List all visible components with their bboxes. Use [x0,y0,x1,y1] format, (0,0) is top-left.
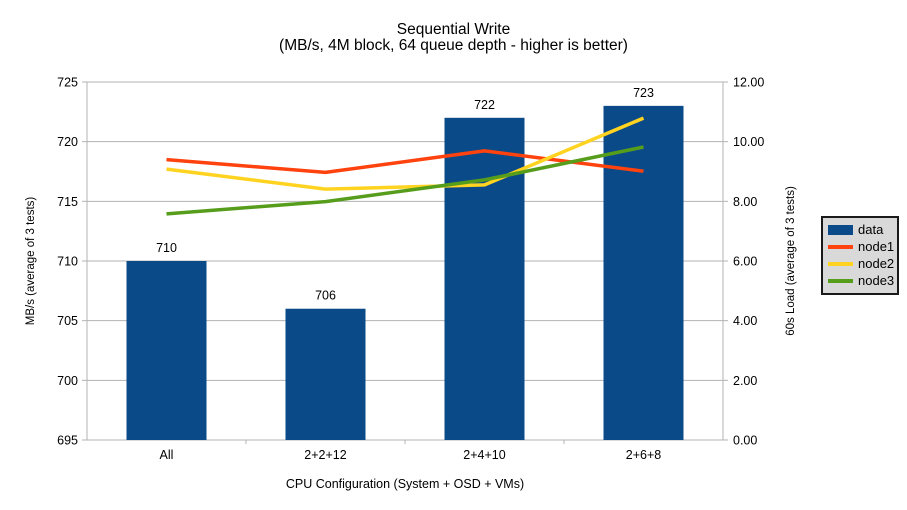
legend-label: node3 [858,273,895,288]
right-axis-tick-label: 4.00 [733,314,757,328]
bar-2+2+12 [285,308,366,440]
legend-item-data: data [828,223,892,237]
x-axis-category-label: 2+2+12 [304,448,346,462]
line-node2 [166,116,645,191]
bar-All [126,261,207,440]
left-axis-tick-label: 705 [57,314,78,328]
x-axis-category-label: 2+6+8 [626,448,662,462]
line-node1 [166,149,644,175]
right-axis-tick-label: 8.00 [733,195,757,209]
legend: data node1 node2 node3 [821,216,899,295]
left-axis-tick-label: 720 [57,135,78,149]
x-axis-title: CPU Configuration (System + OSD + VMs) [285,477,525,491]
bar-2+4+10 [444,117,525,441]
bar-value-label: 722 [474,98,495,112]
bar-value-label: 710 [156,241,177,255]
left-axis-tick-label: 725 [57,76,78,90]
bar-value-label: 706 [315,289,336,303]
legend-item-node1: node1 [828,239,895,254]
legend-label: data [858,222,884,237]
right-axis-tick-label: 6.00 [733,255,757,269]
legend-label: node2 [858,256,895,271]
legend-line-swatch [828,245,853,249]
chart-subtitle: (MB/s, 4M block, 64 queue depth - higher… [279,37,628,54]
left-axis-tick-label: 710 [57,255,78,269]
bar-value-label: 723 [633,86,654,100]
x-axis-category-label: 2+4+10 [463,448,505,462]
right-axis-tick-label: 12.00 [733,76,764,90]
line-node3 [166,145,644,216]
legend-bar-swatch [828,225,853,235]
left-axis-tick-label: 715 [57,195,78,209]
legend-item-node3: node3 [828,273,895,288]
left-axis-tick-label: 700 [57,374,78,388]
legend-line-swatch [828,262,853,266]
legend-line-swatch [828,279,853,283]
chart-title: Sequential Write [396,21,511,38]
right-axis-tick-label: 10.00 [733,135,764,149]
legend-label: node1 [858,239,895,254]
left-axis-tick-label: 695 [57,434,78,448]
bar-2+6+8 [603,105,684,440]
legend-item-node2: node2 [828,256,895,271]
right-axis-tick-label: 2.00 [733,374,757,388]
x-axis-category-label: All [160,448,174,462]
right-axis-tick-label: 0.00 [733,434,757,448]
